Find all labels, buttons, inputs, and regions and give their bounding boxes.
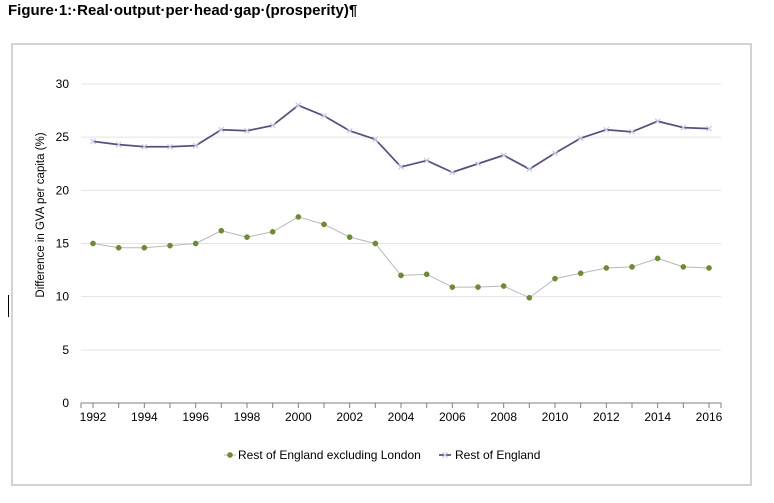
series-1-point [500, 283, 507, 289]
series-2-point [89, 138, 97, 145]
series-2-point [474, 160, 482, 167]
series-1-point [423, 271, 430, 278]
x-tick-label: 2014 [644, 410, 671, 424]
series-2-point [269, 122, 276, 129]
series-2-point [577, 135, 584, 142]
series-2-point [192, 142, 199, 149]
series-1-point [552, 275, 558, 282]
series-1-point [577, 270, 584, 277]
series-2-point [372, 136, 379, 143]
series-2-point [346, 127, 353, 134]
series-2-point [423, 157, 430, 164]
legend: Rest of England excluding London Rest of … [224, 448, 540, 462]
x-tick-label: 2000 [285, 410, 312, 424]
x-tick-label: 2010 [542, 410, 569, 424]
axes: 0 5 10 15 20 25 30 1992 1994 1996 1998 2000 2002 2004… [56, 77, 723, 424]
series-1-point [449, 284, 456, 290]
series-1-point [475, 284, 481, 290]
series-1-point [398, 272, 404, 279]
series-1-point [269, 228, 276, 235]
series-2-point [115, 141, 122, 148]
series-2-point [141, 143, 148, 150]
legend-item-2: Rest of England [439, 448, 540, 462]
x-tick-label: 2016 [696, 410, 723, 424]
series-2-point [628, 128, 636, 135]
series-1-point [629, 264, 635, 270]
series-2-line [92, 104, 710, 174]
x-tick-label: 2004 [388, 410, 415, 424]
x-tick-label: 2008 [490, 410, 517, 424]
series-2-point [166, 143, 174, 150]
legend-label: Rest of England excluding London [238, 448, 421, 462]
legend-item-1: Rest of England excluding London [224, 448, 421, 462]
x-tick-label: 2012 [593, 410, 620, 424]
gridlines [81, 83, 721, 351]
series [89, 102, 713, 301]
figure-title: Figure·1:·Real·output·per·head·gap·(pros… [8, 2, 358, 19]
series-1-point [706, 265, 712, 271]
series-1-point [244, 234, 250, 240]
series-1-point [218, 227, 225, 234]
series-1-point [90, 240, 96, 247]
y-axis-label: Difference in GVA per capita (%) [35, 132, 47, 297]
series-2-point [243, 127, 251, 134]
series-2-point [320, 112, 328, 119]
series-1-point [654, 255, 661, 262]
series-2 [89, 102, 713, 176]
y-tick-label: 30 [56, 77, 70, 91]
legend-label: Rest of England [455, 448, 540, 462]
y-tick-label: 25 [56, 130, 70, 144]
x-tick-label: 2006 [439, 410, 466, 424]
legend-swatch-marker [227, 452, 233, 458]
x-tick-label: 1996 [182, 410, 209, 424]
x-tick-label: 1994 [131, 410, 158, 424]
text-cursor-mark [8, 295, 9, 317]
y-tick-label: 15 [56, 237, 70, 251]
series-1-point [115, 244, 122, 251]
y-tick-label: 20 [56, 183, 70, 197]
series-1-point [680, 264, 687, 270]
series-2-point [295, 102, 302, 109]
series-2-point [603, 126, 610, 133]
series-1-point [295, 214, 302, 220]
series-1-line [92, 216, 710, 299]
series-1-point [372, 240, 379, 247]
series-1-point [167, 242, 173, 249]
series-2-point [526, 166, 533, 173]
y-tick-label: 0 [62, 396, 69, 410]
series-1-point [603, 265, 610, 271]
y-tick-label: 10 [56, 290, 70, 304]
series-1-point [141, 244, 148, 251]
x-tick-label: 2002 [336, 410, 363, 424]
y-tick-label: 5 [62, 343, 69, 357]
x-tick-label: 1998 [234, 410, 261, 424]
series-1-point [346, 234, 353, 240]
series-1 [90, 214, 712, 301]
series-1-point [526, 294, 533, 301]
series-2-point [551, 150, 559, 157]
series-1-point [192, 240, 199, 247]
chart-frame [11, 43, 752, 486]
x-tick-label: 1992 [80, 410, 107, 424]
legend-swatch-marker [441, 451, 449, 459]
series-2-point [654, 118, 661, 125]
series-2-point [397, 163, 405, 170]
series-2-point [705, 125, 713, 132]
series-2-point [680, 124, 687, 131]
series-2-point [218, 126, 225, 133]
series-2-point [500, 152, 507, 159]
series-2-point [449, 169, 456, 176]
series-1-point [321, 221, 327, 228]
